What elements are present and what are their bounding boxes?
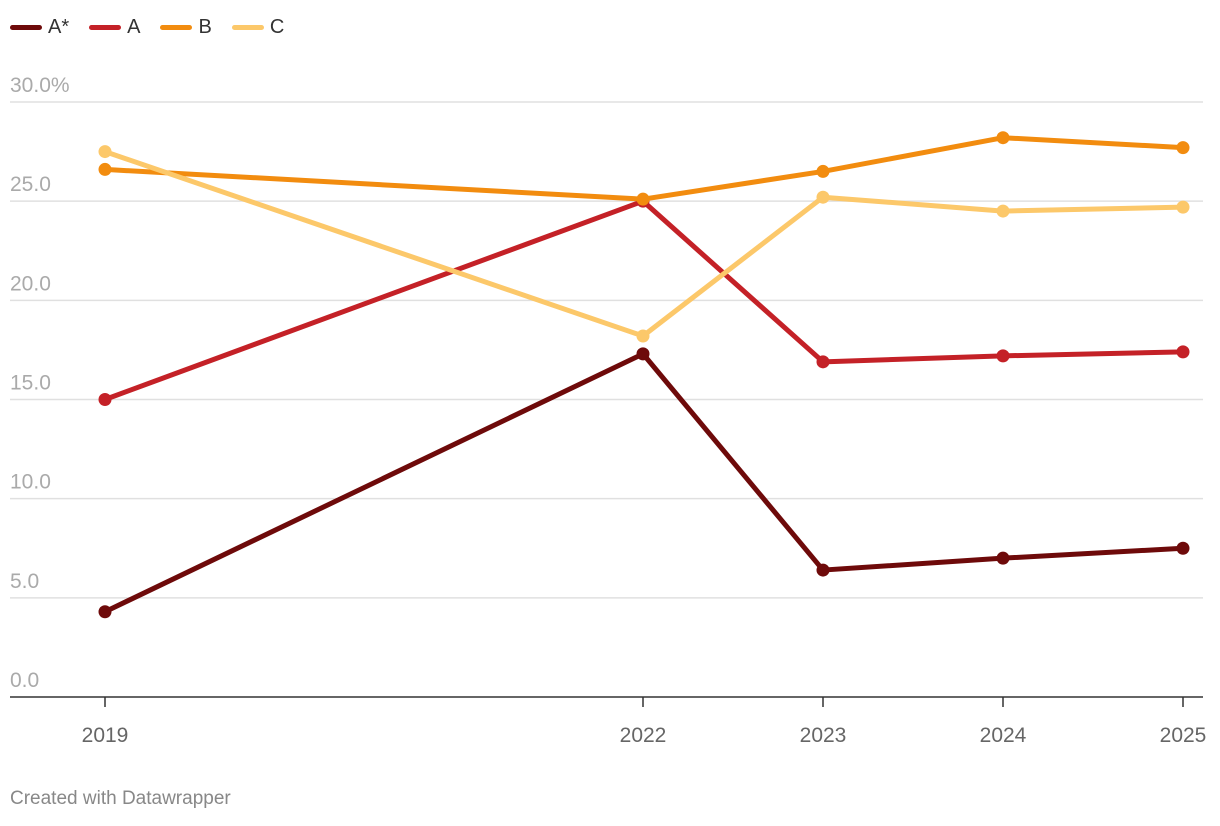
y-tick-label: 5.0 [10,570,39,593]
data-point [816,190,830,204]
chart-legend: A* A B C [10,16,304,39]
data-point [816,355,830,369]
data-point [98,393,112,406]
data-point [996,349,1010,363]
y-tick-label: 25.0 [10,173,51,196]
legend-label-c: C [269,16,285,38]
legend-label-a-star: A* [48,16,70,38]
x-tick-label: 2022 [620,724,667,747]
data-point [816,563,830,577]
x-axis: 2019 2022 2023 2024 2025 [10,696,1207,747]
x-tick-label: 2024 [980,724,1027,747]
data-point [816,164,830,178]
data-point [98,145,112,159]
legend-item-c: C [231,16,285,39]
y-tick-label: 15.0 [10,372,51,395]
legend-swatch-b [160,25,193,30]
data-point [1176,141,1190,155]
data-point [98,162,112,176]
series-group [98,347,1190,619]
legend-label-a: A [127,16,141,38]
series-group [98,145,1190,343]
data-point [996,551,1010,565]
series-lines [98,131,1190,619]
data-point [636,347,650,361]
y-tick-label: 30.0% [10,74,70,97]
gridlines [10,101,1203,599]
y-tick-label: 0.0 [10,669,39,692]
legend-swatch-a [89,25,122,30]
y-tick-label: 10.0 [10,471,51,494]
legend-item-b: B [160,16,212,39]
series-group [98,131,1190,206]
data-point [1176,345,1190,359]
x-tick-label: 2025 [1160,724,1207,747]
legend-swatch-a-star [10,25,42,30]
series-line [102,351,1186,615]
y-tick-label: 20.0 [10,272,51,295]
legend-swatch-c [231,25,264,30]
legend-item-a-star: A* [10,16,69,39]
legend-label-b: B [198,16,212,38]
datawrapper-credit: Created with Datawrapper [10,788,231,809]
data-point [1176,541,1190,555]
data-point [996,131,1010,145]
data-point [1176,200,1190,214]
legend-item-a: A [89,16,140,39]
x-tick-label: 2019 [82,724,129,747]
x-tick-label: 2023 [800,724,847,747]
data-point [98,605,112,619]
series-line [102,135,1186,202]
data-point [636,329,650,343]
y-axis-labels: 0.0 5.0 10.0 15.0 20.0 25.0 30.0% [10,74,70,692]
data-point [636,192,650,206]
data-point [996,204,1010,218]
